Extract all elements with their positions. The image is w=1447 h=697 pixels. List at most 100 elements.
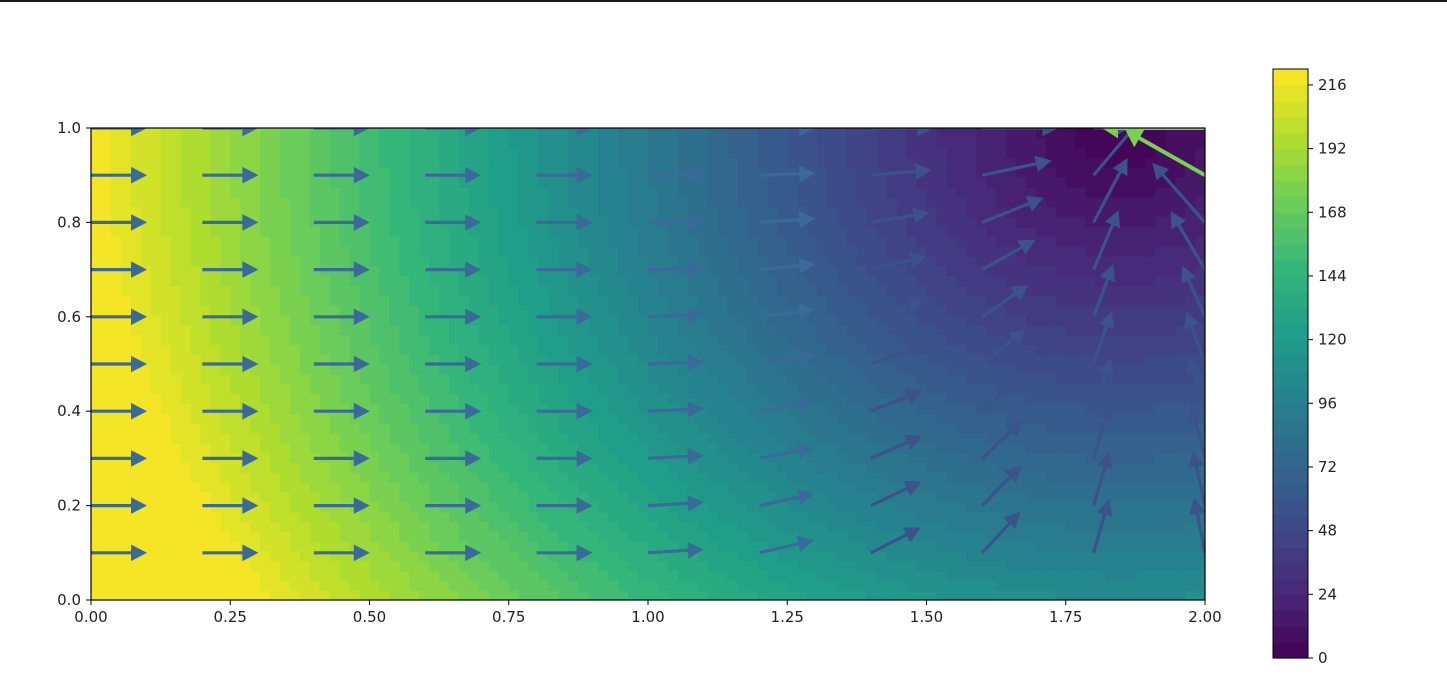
contour-cell [578,324,590,336]
contour-cell [976,246,987,257]
contour-cell [767,167,779,178]
contour-cell [230,550,241,562]
contour-cell [349,344,361,355]
contour-cell [150,462,162,473]
contour-cell [160,334,172,346]
contour-cell [299,344,311,355]
contour-cell [846,285,858,296]
contour-cell [996,206,1007,218]
contour-cell [359,511,371,523]
contour-cell [548,423,560,434]
contour-cell [220,432,231,444]
contour-cell [558,373,570,385]
contour-cell [329,128,341,139]
contour-cell [926,521,938,532]
contour-cell [349,423,361,434]
contour-cell [618,295,629,306]
contour-cell [518,206,530,218]
contour-cell [538,206,550,218]
contour-cell [389,511,401,523]
contour-cell [160,590,172,600]
contour-cell [628,295,639,306]
contour-cell [936,295,948,306]
contour-cell [717,324,729,336]
contour-cell [986,501,997,513]
contour-cell [817,187,828,198]
contour-cell [777,246,788,257]
contour-cell [638,501,649,513]
contour-cell [250,393,261,405]
contour-cell [697,255,709,267]
contour-cell [1115,511,1127,523]
contour-cell [836,413,848,424]
contour-cell [508,501,520,513]
contour-cell [190,255,202,267]
contour-cell [787,521,798,532]
contour-cell [697,344,709,355]
contour-cell [856,491,868,503]
contour-cell [210,226,222,237]
contour-cell [498,334,510,346]
contour-cell [1025,275,1037,287]
contour-cell [1085,452,1097,464]
contour-cell [866,226,878,237]
contour-cell [807,521,818,532]
contour-cell [160,393,172,405]
contour-cell [946,452,958,464]
contour-cell [916,393,928,405]
contour-cell [648,354,659,365]
contour-cell [270,177,281,188]
contour-cell [657,187,669,198]
contour-cell [528,452,540,464]
contour-cell [279,373,291,385]
contour-cell [558,521,570,532]
contour-cell [568,334,580,346]
contour-cell [289,521,301,532]
contour-cell [409,590,420,600]
contour-cell [598,442,609,454]
contour-cell [260,531,271,542]
contour-cell [449,324,460,336]
contour-cell [548,344,560,355]
contour-cell [200,147,212,159]
contour-cell [349,275,361,287]
contour-cell [369,295,381,306]
contour-cell [687,550,699,562]
contour-cell [707,137,719,149]
contour-cell [389,580,401,591]
contour-cell [767,236,779,247]
contour-cell [628,236,639,247]
contour-cell [996,472,1007,483]
contour-cell [588,432,599,444]
contour-cell [130,531,142,542]
contour-cell [508,580,520,591]
contour-cell [628,491,639,503]
contour-cell [558,285,570,296]
contour-cell [419,531,430,542]
contour-cell [797,314,808,326]
contour-cell [966,255,977,267]
contour-cell [309,314,321,326]
contour-cell [896,275,908,287]
contour-cell [588,324,599,336]
contour-cell [797,590,808,600]
contour-cell [827,442,838,454]
contour-cell [926,423,938,434]
contour-cell [1075,305,1087,316]
contour-cell [926,177,938,188]
contour-cell [827,423,838,434]
contour-cell [628,432,639,444]
contour-cell [1115,541,1127,552]
contour-cell [150,147,162,159]
contour-cell [498,216,510,228]
contour-cell [638,541,649,552]
contour-cell [429,531,440,542]
contour-cell [1095,403,1107,414]
contour-cell [190,265,202,277]
contour-cell [210,423,222,434]
contour-cell [359,295,371,306]
contour-cell [986,128,997,139]
contour-cell [836,511,848,523]
contour-cell [429,550,440,562]
contour-cell [309,324,321,336]
